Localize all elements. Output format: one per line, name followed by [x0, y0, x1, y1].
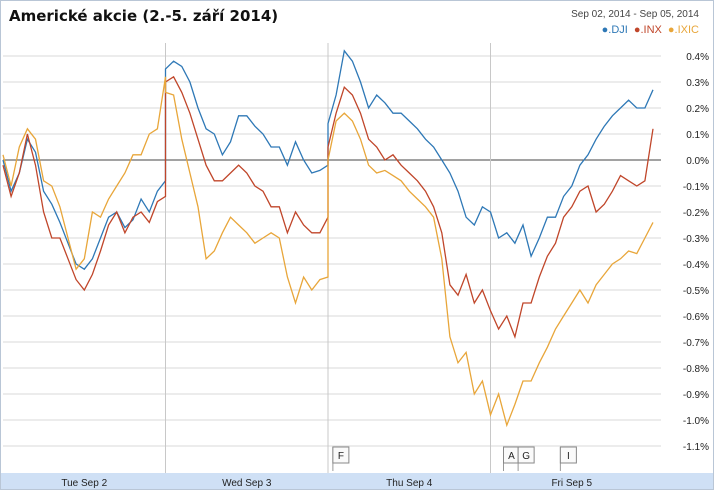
y-tick-label: 0.2% — [686, 104, 709, 115]
y-tick-label: -0.1% — [683, 182, 709, 193]
series-line-ixic — [2, 76, 654, 428]
y-tick-label: -0.3% — [683, 234, 709, 245]
flag-label: A — [508, 451, 515, 462]
chart-title: Americké akcie (2.-5. září 2014) — [9, 7, 279, 25]
flag-label: G — [522, 451, 530, 462]
x-axis-label: Fri Sep 5 — [551, 478, 592, 489]
legend: ●.DJI ●.INX ●.IXIC — [596, 24, 699, 36]
x-axis-bar — [1, 473, 713, 489]
y-tick-label: 0.3% — [686, 78, 709, 89]
y-tick-label: -0.7% — [683, 338, 709, 349]
legend-item: ●.INX — [633, 24, 662, 36]
legend-item: ●.DJI — [601, 24, 628, 36]
x-axis-label: Tue Sep 2 — [61, 478, 107, 489]
y-tick-label: -0.2% — [683, 208, 709, 219]
y-tick-label: -0.8% — [683, 364, 709, 375]
flag-box — [559, 446, 577, 464]
y-tick-label: -1.0% — [683, 416, 709, 427]
y-tick-label: -0.6% — [683, 312, 709, 323]
y-tick-label: 0.4% — [686, 52, 709, 63]
y-tick-label: 0.0% — [686, 156, 709, 167]
flag-box — [332, 446, 350, 464]
y-tick-label: -0.9% — [683, 390, 709, 401]
legend-item: ●.IXIC — [667, 24, 699, 36]
date-range: Sep 02, 2014 - Sep 05, 2014 — [571, 9, 699, 20]
flag-box — [517, 446, 535, 464]
y-tick-label: -1.1% — [683, 442, 709, 453]
y-tick-label: -0.4% — [683, 260, 709, 271]
y-tick-label: -0.5% — [683, 286, 709, 297]
x-axis-label: Thu Sep 4 — [386, 478, 433, 489]
flag-label: F — [338, 451, 344, 462]
x-axis-label: Wed Sep 3 — [222, 478, 272, 489]
flag-label: I — [567, 451, 570, 462]
y-tick-label: 0.1% — [686, 130, 709, 141]
